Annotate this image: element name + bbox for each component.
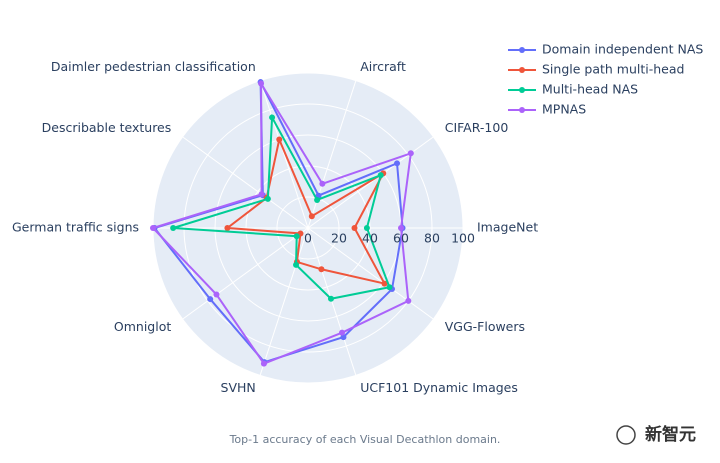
series-point (207, 296, 214, 303)
series-point (293, 261, 300, 268)
series-point (394, 160, 401, 167)
caption: Top-1 accuracy of each Visual Decathlon … (229, 433, 501, 446)
radial-tick-label: 0 (304, 231, 312, 246)
legend-marker (519, 67, 525, 73)
series-point (260, 360, 267, 367)
series-point (308, 213, 315, 220)
series-point (150, 225, 156, 231)
radial-tick-label: 80 (424, 231, 440, 246)
legend-label: Domain independent NAS (542, 42, 703, 57)
series-point (276, 136, 283, 143)
series-point (213, 291, 220, 298)
category-label: Omniglot (114, 319, 171, 334)
series-point (405, 297, 412, 304)
category-label: SVHN (221, 380, 256, 395)
radial-tick-label: 20 (331, 231, 347, 246)
series-point (319, 180, 326, 187)
watermark: 新智元 (645, 424, 696, 445)
category-label: Daimler pedestrian classification (51, 59, 256, 74)
series-point (381, 280, 388, 287)
series-point (264, 195, 271, 202)
spoke (182, 136, 309, 229)
spoke (259, 227, 309, 376)
series-point (398, 225, 404, 231)
series-point (377, 172, 384, 179)
watermark-icon (616, 425, 636, 445)
legend-marker (519, 87, 525, 93)
category-label: ImageNet (477, 220, 538, 235)
series-point (170, 225, 177, 231)
radial-tick-label: 40 (362, 231, 378, 246)
category-label: CIFAR-100 (445, 120, 509, 135)
legend-label: Multi-head NAS (542, 82, 638, 97)
category-label: Aircraft (360, 59, 406, 74)
series-point (386, 284, 393, 291)
category-label: VGG-Flowers (445, 319, 525, 334)
series-point (224, 225, 231, 231)
spoke (182, 227, 309, 320)
series-point (314, 196, 321, 203)
legend-marker (519, 47, 525, 53)
legend-label: Single path multi-head (542, 62, 684, 77)
series-point (363, 225, 370, 231)
legend-label: MPNAS (542, 102, 586, 117)
series-point (258, 80, 265, 87)
radial-tick-label: 60 (393, 231, 409, 246)
series-point (339, 329, 346, 336)
spoke (307, 227, 434, 320)
category-label: Describable textures (42, 120, 172, 135)
spoke (307, 227, 357, 376)
series-point (293, 233, 300, 240)
category-label: German traffic signs (12, 220, 139, 235)
series-point (327, 295, 334, 302)
category-label: UCF101 Dynamic Images (360, 380, 518, 395)
series-point (351, 225, 358, 231)
spoke (307, 80, 357, 229)
spoke (259, 80, 309, 229)
series-point (269, 114, 276, 121)
legend-marker (519, 107, 525, 113)
radial-tick-label: 100 (451, 231, 475, 246)
series-point (407, 150, 414, 157)
series-point (318, 266, 325, 273)
series-point (258, 191, 265, 198)
